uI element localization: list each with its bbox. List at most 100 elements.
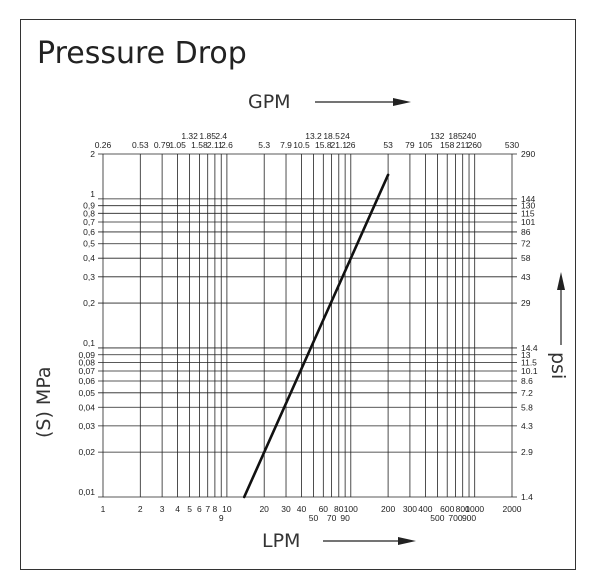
y-right-tick-label: 58 xyxy=(521,253,531,263)
y-left-tick-label: 0,8 xyxy=(83,208,95,218)
x-top-tick-label: 1.05 xyxy=(169,140,186,150)
y-right-tick-label: 2.9 xyxy=(521,447,533,457)
x-top-tick-label: 211 xyxy=(456,140,470,150)
y-right-tick-label: 144 xyxy=(521,194,535,204)
y-left-tick-label: 0,3 xyxy=(83,272,95,282)
x-bottom-tick-label: 5 xyxy=(187,504,192,514)
x-bottom-tick-label: 1000 xyxy=(465,504,484,514)
x-bottom-tick-label: 8 xyxy=(213,504,218,514)
x-top-tick-label: 7.9 xyxy=(280,140,292,150)
x-top-tick-label: 24 xyxy=(340,131,350,141)
y-right-tick-label: 72 xyxy=(521,239,531,249)
y-right-tick-label: 29 xyxy=(521,298,531,308)
x-top-tick-label: 21.1 xyxy=(331,140,348,150)
x-bottom-tick-label: 60 xyxy=(319,504,329,514)
pressure-drop-line xyxy=(242,173,390,499)
x-top-tick-label: 53 xyxy=(383,140,393,150)
y-right-axis-arrow-head xyxy=(557,272,565,290)
series-layer xyxy=(242,173,390,499)
x-bottom-tick-label: 30 xyxy=(281,504,291,514)
y-left-tick-label: 0,7 xyxy=(83,217,95,227)
x-top-tick-label: 13.2 xyxy=(305,131,322,141)
y-left-tick-label: 2 xyxy=(90,149,95,159)
x-top-tick-label: 1.85 xyxy=(199,131,216,141)
y-left-tick-label: 0,07 xyxy=(78,366,95,376)
x-bottom-tick-label: 500 xyxy=(430,513,444,523)
y-left-axis-label: (S) MPa xyxy=(33,366,55,438)
y-left-tick-label: 0,5 xyxy=(83,239,95,249)
x-bottom-tick-label: 90 xyxy=(340,513,350,523)
x-bottom-tick-label: 2 xyxy=(138,504,143,514)
y-left-tick-label: 0,08 xyxy=(78,357,95,367)
x-bottom-axis-label: LPM xyxy=(262,530,300,552)
x-bottom-tick-label: 1 xyxy=(101,504,106,514)
x-top-tick-label: 132 xyxy=(430,131,444,141)
x-top-tick-label: 2.4 xyxy=(215,131,227,141)
y-right-tick-label: 86 xyxy=(521,227,531,237)
x-bottom-tick-label: 50 xyxy=(309,513,319,523)
y-right-tick-label: 1.4 xyxy=(521,492,533,502)
x-top-tick-label: 5.3 xyxy=(258,140,270,150)
x-top-tick-label: 79 xyxy=(405,140,415,150)
x-top-tick-label: 1.58 xyxy=(191,140,208,150)
x-bottom-tick-label: 100 xyxy=(344,504,358,514)
page-title: Pressure Drop xyxy=(37,36,247,71)
x-bottom-tick-label: 2000 xyxy=(503,504,522,514)
y-left-tick-label: 0,01 xyxy=(78,487,95,497)
y-left-tick-label: 0,6 xyxy=(83,227,95,237)
x-bottom-tick-label: 6 xyxy=(197,504,202,514)
x-bottom-tick-label: 40 xyxy=(297,504,307,514)
y-right-tick-label: 290 xyxy=(521,149,535,159)
x-top-tick-label: 0.26 xyxy=(95,140,112,150)
x-bottom-tick-label: 10 xyxy=(222,504,232,514)
x-bottom-tick-label: 20 xyxy=(259,504,269,514)
x-top-tick-label: 240 xyxy=(462,131,476,141)
y-right-tick-label: 5.8 xyxy=(521,402,533,412)
x-bottom-tick-label: 300 xyxy=(403,504,417,514)
y-left-tick-label: 0,09 xyxy=(78,350,95,360)
x-bottom-tick-label: 80 xyxy=(334,504,344,514)
y-right-tick-label: 11.5 xyxy=(521,357,537,367)
x-top-tick-label: 26 xyxy=(346,140,356,150)
y-left-tick-label: 0,1 xyxy=(83,338,95,348)
y-left-tick-label: 0,04 xyxy=(78,402,95,412)
y-left-tick-label: 0,02 xyxy=(78,447,95,457)
y-left-tick-label: 0,4 xyxy=(83,253,95,263)
x-top-axis-arrow-head xyxy=(393,98,411,106)
y-left-tick-label: 1 xyxy=(90,189,95,199)
y-left-tick-label: 0,9 xyxy=(83,201,95,211)
y-left-tick-label: 0,03 xyxy=(78,421,95,431)
x-bottom-axis-arrow-head xyxy=(398,537,416,545)
x-bottom-tick-label: 200 xyxy=(381,504,395,514)
x-top-tick-label: 158 xyxy=(440,140,454,150)
y-right-axis-label: psi xyxy=(547,352,569,379)
x-top-tick-label: 105 xyxy=(418,140,432,150)
x-bottom-tick-label: 7 xyxy=(205,504,210,514)
x-top-tick-label: 0.79 xyxy=(154,140,171,150)
x-top-tick-label: 2.6 xyxy=(221,140,233,150)
y-right-tick-label: 10.1 xyxy=(521,366,538,376)
x-top-tick-label: 18.5 xyxy=(323,131,340,141)
x-bottom-tick-label: 9 xyxy=(219,513,224,523)
y-right-tick-label: 14.4 xyxy=(521,343,538,353)
x-bottom-tick-label: 900 xyxy=(462,513,476,523)
y-right-tick-label: 13 xyxy=(521,350,531,360)
y-right-tick-label: 8.6 xyxy=(521,376,533,386)
x-bottom-tick-label: 70 xyxy=(327,513,337,523)
x-top-tick-label: 530 xyxy=(505,140,519,150)
x-top-tick-label: 185 xyxy=(448,131,462,141)
x-bottom-tick-label: 700 xyxy=(448,513,462,523)
y-right-tick-label: 101 xyxy=(521,217,535,227)
x-top-tick-label: 260 xyxy=(468,140,482,150)
x-bottom-tick-label: 600 xyxy=(440,504,454,514)
y-right-tick-label: 43 xyxy=(521,272,531,282)
x-top-axis-label: GPM xyxy=(248,91,291,113)
y-left-tick-label: 0,06 xyxy=(78,376,95,386)
grid-lines xyxy=(98,153,517,498)
y-left-tick-label: 0,2 xyxy=(83,298,95,308)
axis-labels: GPM LPM (S) MPa psi xyxy=(33,91,569,552)
x-top-tick-label: 0.53 xyxy=(132,140,149,150)
x-bottom-tick-label: 3 xyxy=(160,504,165,514)
